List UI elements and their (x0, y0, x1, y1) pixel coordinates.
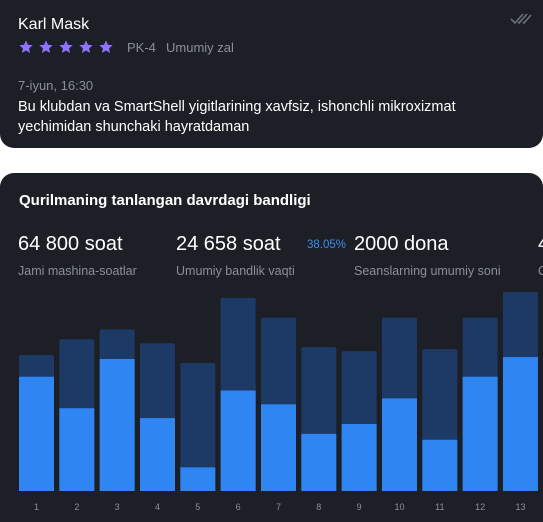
bar-busy (422, 439, 458, 491)
x-tick-label: 7 (276, 502, 281, 512)
x-tick-label: 10 (394, 502, 404, 512)
bar-busy (99, 358, 135, 491)
metric-sessions: 2000 dona Seanslarning umumiy soni (354, 233, 501, 278)
bar-busy (502, 357, 538, 491)
bar-total (180, 362, 216, 491)
x-tick-label: 12 (475, 502, 485, 512)
metric-busy-time: 24 658 soat Umumiy bandlik vaqti (176, 233, 295, 278)
star-icon (59, 40, 73, 53)
bar-busy (260, 404, 296, 491)
busy-percent: 38.05% (307, 239, 347, 251)
x-tick-label: 5 (195, 502, 200, 512)
x-tick-label: 2 (74, 502, 79, 512)
bar-busy (381, 398, 417, 491)
bar-busy (220, 390, 256, 491)
metric-value: 24 658 soat (176, 233, 281, 255)
x-tick-label: 6 (236, 502, 241, 512)
stats-card: Qurilmaning tanlangan davrdagi bandligi … (0, 173, 543, 522)
x-tick-label: 13 (515, 502, 525, 512)
reviewer-name: Karl Mask (18, 16, 90, 33)
review-date: 7-iyun, 16:30 (18, 78, 94, 93)
x-tick-label: 11 (435, 502, 444, 512)
zone-tag: Umumiy zal (166, 40, 234, 55)
review-text: Bu klubdan va SmartShell yigitlarining x… (18, 99, 456, 135)
bar-busy (139, 418, 175, 491)
stats-title: Qurilmaning tanlangan davrdagi bandligi (19, 192, 311, 209)
star-icon (39, 40, 53, 53)
star-icon (79, 40, 93, 53)
star-icon (99, 40, 113, 53)
metric-label: Jami mashina-soatlar (18, 264, 137, 278)
review-card: Karl Mask PK-4 Umumiy zal 7-iyun, 16:30 … (0, 0, 543, 148)
metric-value: 64 800 soat (18, 233, 123, 255)
usage-bar-chart: 1 2 3 4 5 6 7 8 9 10 11 12 13 (19, 292, 538, 512)
bar-busy (301, 433, 337, 491)
x-tick-label: 9 (357, 502, 362, 512)
metric-cut-off: 4 O (538, 233, 543, 278)
pc-tag: PK-4 (127, 40, 156, 55)
x-tick-label: 4 (155, 502, 160, 512)
metric-value: 2000 dona (354, 233, 449, 255)
x-tick-label: 1 (34, 502, 39, 512)
double-check-icon (510, 13, 532, 25)
rating-stars (18, 39, 114, 55)
metric-label: Seanslarning umumiy soni (354, 264, 501, 278)
metric-value: 4 (538, 233, 543, 256)
star-icon (19, 40, 33, 53)
bar-busy (341, 424, 377, 491)
x-tick-label: 3 (115, 502, 120, 512)
metric-total-hours: 64 800 soat Jami mashina-soatlar (18, 233, 137, 278)
bar-busy (59, 408, 95, 491)
metric-label: Umumiy bandlik vaqti (176, 264, 295, 278)
bar-busy (19, 376, 54, 491)
x-tick-label: 8 (316, 502, 321, 512)
bar-busy (180, 467, 216, 491)
metric-label: O (538, 264, 543, 278)
bar-busy (462, 376, 498, 491)
